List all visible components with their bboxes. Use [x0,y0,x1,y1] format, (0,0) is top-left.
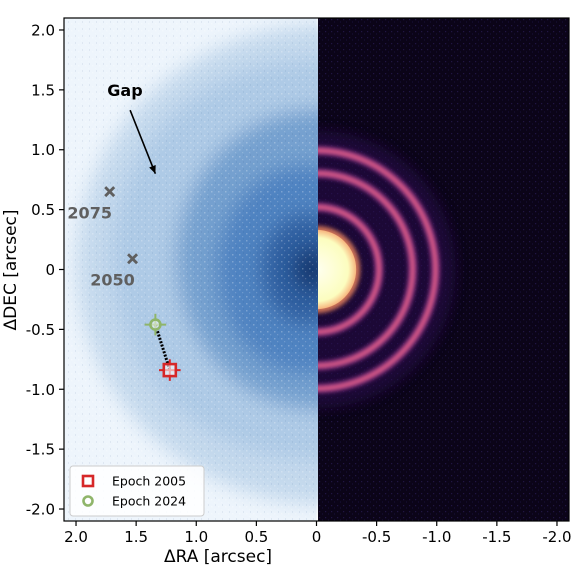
legend-box [69,465,205,517]
legend-label: Epoch 2024 [112,494,186,509]
series-epoch-2005 [158,359,181,381]
y-tick-label: 1.5 [31,81,55,99]
x-tick-label: 0.5 [244,528,268,546]
x-tick-label: -2.0 [542,528,571,546]
data-point [149,318,162,331]
x-tick-label: -1.5 [482,528,511,546]
x-tick-label: 1.5 [124,528,148,546]
projection-point-2075: 2075 [67,186,116,223]
x-tick-label: 0 [312,528,322,546]
y-axis-label: ΔDEC [arcsec] [1,209,21,330]
x-tick-label: -0.5 [362,528,391,546]
projection-label: 2075 [67,204,112,223]
legend-marker [82,495,94,507]
series-epoch-2024 [144,313,167,336]
y-tick-label: -0.5 [26,321,55,339]
annotation-gap: Gap [107,81,157,174]
annotation-arrowhead [149,164,156,174]
left-panel-texture [64,18,317,521]
right-image-panel [318,18,569,521]
x-marker [127,253,139,265]
left-image-panel [64,18,318,521]
axes: 2.0 1.5 1.0 0.5 0 -0.5 -1.0 -1.5 -2.0 2.0 1.5 1.0 0.… [26,17,572,546]
legend-entry: Epoch 2005 [81,474,186,489]
ring-1 [318,204,382,335]
annotation-arrow [129,109,157,174]
y-tick-label: 0.5 [31,201,55,219]
legend: Epoch 2005 Epoch 2024 [69,465,205,517]
x-tick-label: 2.0 [64,528,88,546]
ring-3 [318,148,438,391]
ring-2 [318,171,415,368]
y-tick-label: 0 [45,261,55,279]
legend-entry: Epoch 2024 [82,494,186,509]
x-tick-label: -1.0 [422,528,451,546]
x-axis-label: ΔRA [arcsec] [164,547,272,567]
projection-point-2050: 2050 [90,253,139,290]
central-core [318,229,357,310]
y-tick-label: -1.5 [26,441,55,459]
y-tick-label: -2.0 [26,501,55,519]
data-point [162,362,178,378]
y-tick-label: 1.0 [31,141,55,159]
x-marker [104,186,116,198]
annotation-label: Gap [107,81,142,100]
x-tick-label: 1.0 [184,528,208,546]
y-tick-label: 2.0 [31,21,55,39]
legend-marker [81,474,95,488]
orbit-track [153,324,172,371]
projection-label: 2050 [90,271,135,290]
plot-overlays: Gap 2050 2075 [67,81,181,381]
y-tick-label: -1.0 [26,381,55,399]
legend-label: Epoch 2005 [112,474,186,489]
